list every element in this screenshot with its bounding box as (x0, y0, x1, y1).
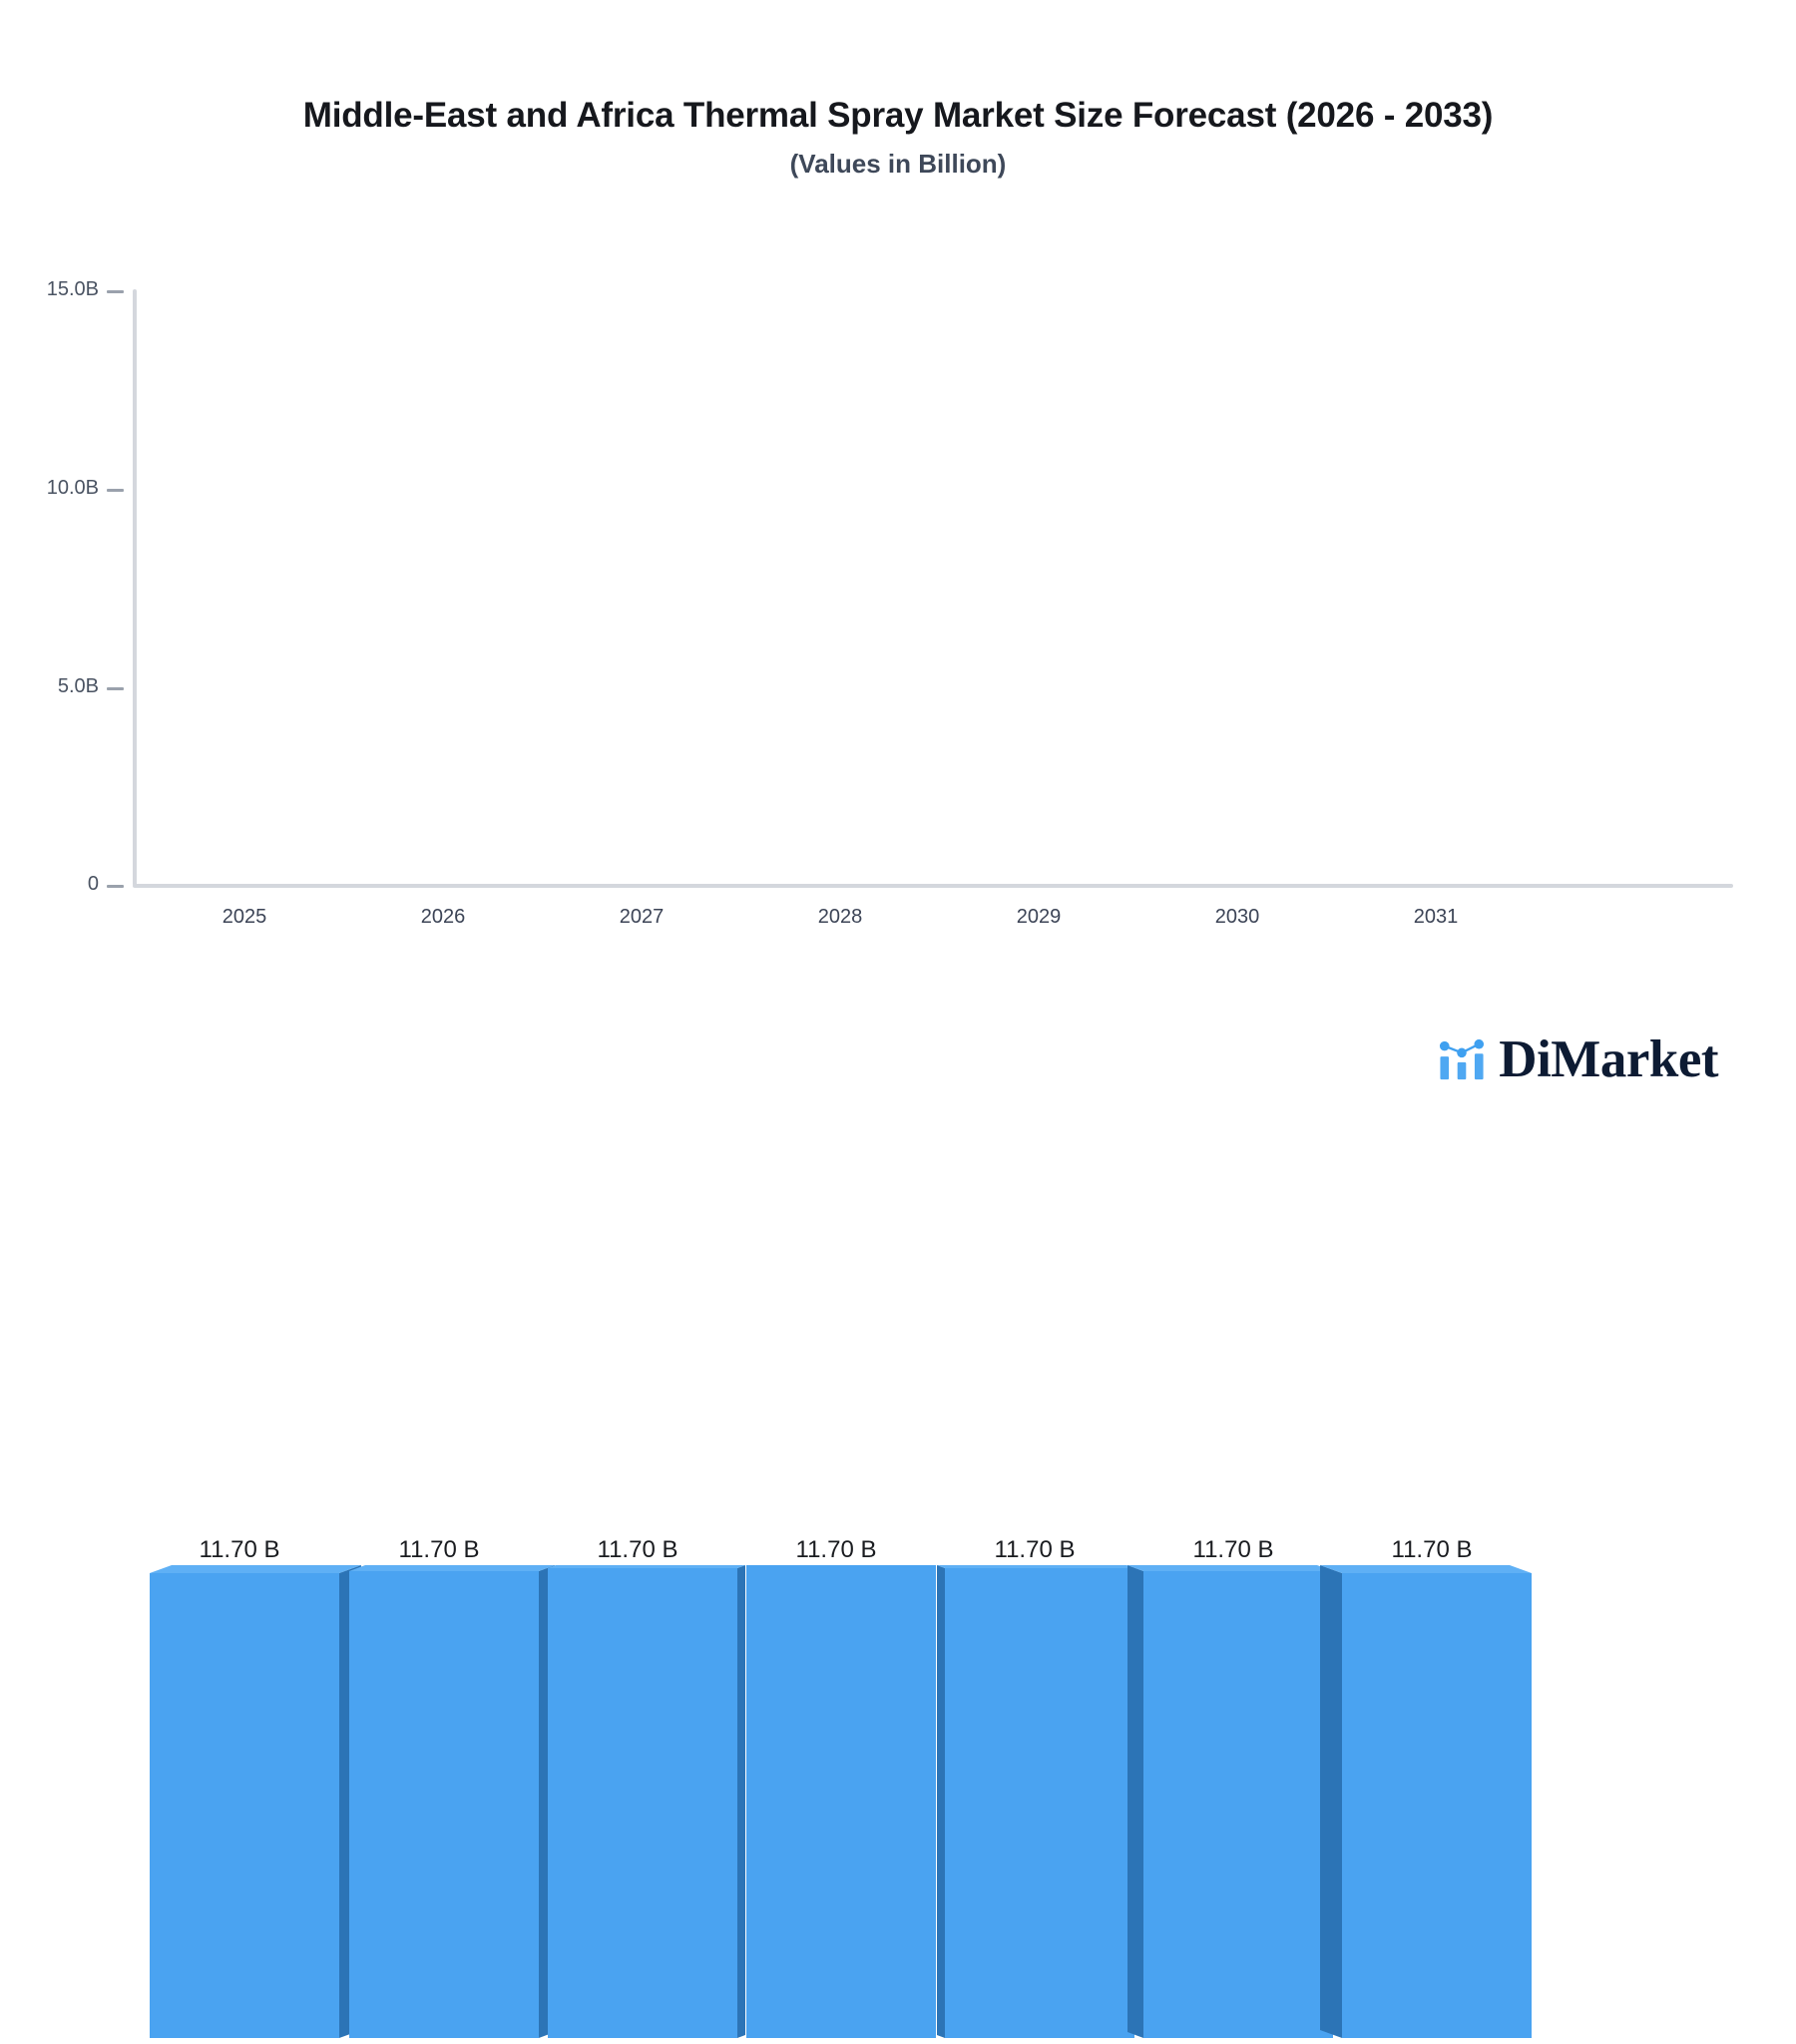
y-tick-mark (107, 489, 124, 492)
y-axis-line (133, 289, 137, 886)
x-axis-label-2027: 2027 (619, 906, 665, 928)
y-tick-label: 10.0B (46, 477, 99, 499)
bar-value-label: 11.70 B (199, 1536, 280, 1563)
x-axis-line (133, 884, 1733, 888)
bar-chart-logo-icon (1440, 1038, 1485, 1079)
bar-shape[interactable] (1320, 1565, 1560, 2044)
x-axis-label-2025: 2025 (222, 906, 267, 928)
y-tick-mark (107, 885, 124, 888)
y-tick-mark (107, 687, 124, 690)
x-axis-label-2028: 2028 (817, 906, 863, 928)
y-tick-label: 0 (87, 873, 99, 895)
bar-value-label: 11.70 B (1391, 1536, 1473, 1563)
plot-area: 15.0B 10.0B 5.0B 0 11.70 B (46, 278, 1733, 2038)
bar-value-label: 11.70 B (398, 1536, 480, 1563)
page-title: Middle-East and Africa Thermal Spray Mar… (302, 96, 1494, 135)
bars-layer: 11.70 B 11.70 B 11.70 B (150, 1536, 1532, 2038)
bar-value-label: 11.70 B (795, 1536, 877, 1563)
y-tick-label: 15.0B (46, 278, 99, 300)
x-axis-label-2026: 2026 (420, 906, 466, 928)
bar-value-label: 11.70 B (1192, 1536, 1274, 1563)
x-axis-label-2029: 2029 (1016, 906, 1062, 928)
x-axis-label-2030: 2030 (1214, 906, 1260, 928)
brand-name: DiMarket (1499, 1030, 1718, 1088)
x-axis-label-2031: 2031 (1413, 906, 1459, 928)
chart-page: Middle-East and Africa Thermal Spray Mar… (0, 96, 1796, 2038)
chart-subtitle: (Values in Billion) (789, 149, 1007, 180)
y-tick-label: 5.0B (57, 675, 99, 697)
y-tick-mark (107, 290, 124, 293)
bar-value-label: 11.70 B (597, 1536, 678, 1563)
brand-logo: DiMarket (1439, 1033, 1718, 1086)
bar-value-label: 11.70 B (994, 1536, 1076, 1563)
chart-title-block: Middle-East and Africa Thermal Spray Mar… (0, 96, 1796, 180)
